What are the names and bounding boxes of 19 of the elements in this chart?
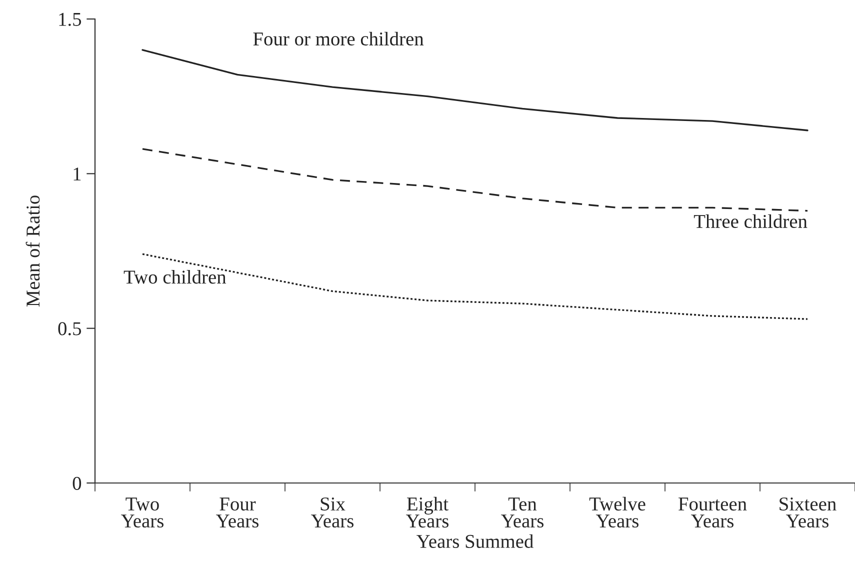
series-label: Four or more children bbox=[253, 32, 424, 46]
series-label: Three children bbox=[694, 214, 808, 228]
y-tick-label: 1.5 bbox=[59, 12, 82, 26]
y-tick-label: 1 bbox=[74, 168, 81, 180]
y-tick-label: 0 bbox=[72, 476, 82, 490]
line-series bbox=[142, 148, 808, 212]
x-axis-title: Years Summed bbox=[416, 534, 534, 548]
x-tick-label: Four Years bbox=[216, 498, 258, 528]
x-tick-label: Ten Years bbox=[501, 498, 544, 528]
x-tick-label: Eight Years bbox=[406, 496, 448, 528]
y-axis-title: Mean of Ratio bbox=[26, 196, 40, 307]
line-series bbox=[142, 49, 808, 132]
x-tick-label: Fourteen Years bbox=[678, 498, 747, 528]
x-tick-label: Sixteen Years bbox=[780, 498, 836, 528]
x-tick-label: Two Years bbox=[121, 498, 164, 528]
x-tick-label: Six Years bbox=[311, 498, 354, 528]
y-tick-label: 0.5 bbox=[58, 322, 82, 336]
x-tick-label: Twelve Years bbox=[589, 496, 646, 528]
series-label: Two children bbox=[124, 270, 226, 284]
